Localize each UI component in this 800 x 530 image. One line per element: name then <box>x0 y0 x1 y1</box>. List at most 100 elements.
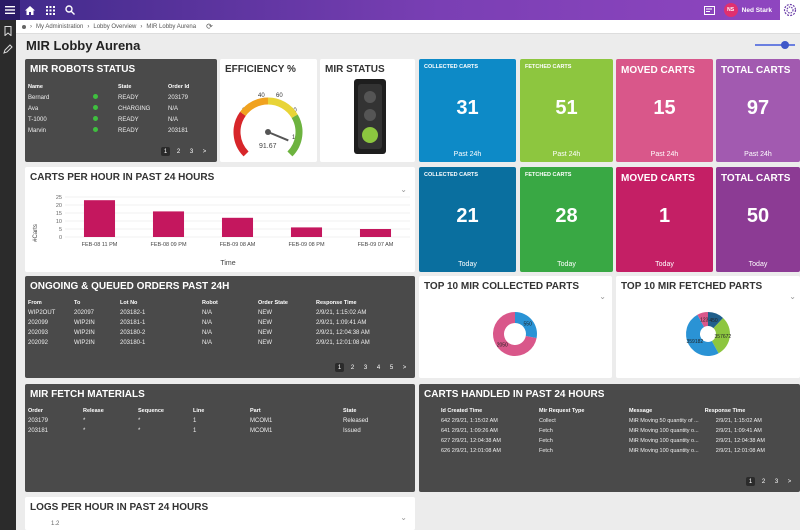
page-button[interactable]: 3 <box>363 364 368 371</box>
bookmark-icon[interactable] <box>4 26 12 38</box>
next-page-button[interactable]: > <box>202 148 207 155</box>
column-header[interactable]: Part <box>250 408 261 414</box>
breadcrumb-item[interactable]: My Administration <box>36 23 84 30</box>
search-icon[interactable] <box>60 0 80 20</box>
stat-tile[interactable]: FETCHED CARTS 51 Past 24h <box>520 59 613 162</box>
edit-icon[interactable] <box>3 44 13 56</box>
page-button[interactable]: 5 <box>389 364 394 371</box>
page-button[interactable]: 4 <box>376 364 381 371</box>
table-row[interactable]: Marvin READY 203181 <box>25 125 217 136</box>
zoom-slider[interactable] <box>755 40 795 50</box>
table-row[interactable]: Ava CHARGING N/A <box>25 103 217 114</box>
table-row[interactable]: Bernard READY 203179 <box>25 92 217 103</box>
stat-tile[interactable]: MOVED CARTS 1 Today <box>616 167 713 272</box>
home-icon[interactable] <box>20 0 40 20</box>
table-row[interactable]: 202093 WIP2IN 203180-2 N/A NEW 2/9/21, 12:04:… <box>25 328 415 338</box>
table-row[interactable]: WIP2OUT 202097 203182-1 N/A NEW 2/9/21, 1:15:… <box>25 308 415 318</box>
table-row[interactable]: 203181 * * 1 MCOM1 Issued <box>25 426 415 436</box>
donut-slice[interactable] <box>493 312 537 356</box>
stat-tile[interactable]: MOVED CARTS 15 Past 24h <box>616 59 713 162</box>
chevron-down-icon[interactable]: ⌄ <box>599 292 606 301</box>
page-button[interactable]: 3 <box>189 148 194 155</box>
column-header[interactable]: Robot <box>202 300 218 306</box>
column-header[interactable]: State <box>343 408 357 414</box>
donut-slice[interactable] <box>697 312 708 327</box>
table-row[interactable]: 203179 * * 1 MCOM1 Released <box>25 416 415 426</box>
donut-label: 357672 <box>715 334 732 340</box>
menu-icon[interactable] <box>0 0 20 20</box>
table-row[interactable]: 627 2/9/21, 12:04:38 AM Fetch MiR Moving 1… <box>419 436 800 446</box>
panel-title: TOP 10 MIR COLLECTED PARTS <box>424 281 580 292</box>
table-cell: 202099 <box>28 320 49 326</box>
column-header[interactable]: Release <box>83 408 104 414</box>
column-header[interactable]: State <box>118 84 132 90</box>
page-button[interactable]: 2 <box>350 364 355 371</box>
column-header[interactable]: Response Time <box>316 300 357 306</box>
column-header[interactable]: Lot No <box>120 300 138 306</box>
donut-slice[interactable] <box>711 317 730 354</box>
column-header[interactable]: Order Id <box>168 84 190 90</box>
donut-slice[interactable] <box>686 314 719 356</box>
collected-parts-panel: TOP 10 MIR COLLECTED PARTS ⌄ 550 2050 <box>419 276 612 378</box>
table-cell: Issued <box>343 428 361 434</box>
refresh-icon[interactable]: ⟳ <box>206 22 213 31</box>
chevron-down-icon[interactable]: ⌄ <box>400 513 407 522</box>
breadcrumb-item[interactable]: Lobby Overview <box>93 23 137 30</box>
stat-tile[interactable]: TOTAL CARTS 97 Past 24h <box>716 59 800 162</box>
stat-tile[interactable]: COLLECTED CARTS 31 Past 24h <box>419 59 516 162</box>
table-row[interactable]: T-1000 READY N/A <box>25 114 217 125</box>
column-header[interactable]: Response Time <box>704 408 746 414</box>
page-button[interactable]: 2 <box>176 148 181 155</box>
apps-grid-icon[interactable] <box>40 0 60 20</box>
bar[interactable] <box>359 229 392 237</box>
donut-slice[interactable] <box>708 312 724 329</box>
column-header[interactable]: Id Created Time <box>441 408 483 414</box>
bar[interactable] <box>83 200 116 237</box>
table-cell: MiR Moving 100 quantity o... <box>629 448 699 454</box>
tile-footer: Past 24h <box>650 151 679 158</box>
column-header[interactable]: Order <box>28 408 43 414</box>
panel-title: TOP 10 MIR FETCHED PARTS <box>621 281 763 292</box>
column-header[interactable]: From <box>28 300 42 306</box>
table-row[interactable]: 642 2/9/21, 1:15:02 AM Collect MiR Moving … <box>419 416 800 426</box>
donut-label: 550 <box>524 321 533 327</box>
column-header[interactable]: To <box>74 300 81 306</box>
bar[interactable] <box>152 211 185 237</box>
stat-tile[interactable]: TOTAL CARTS 50 Today <box>716 167 800 272</box>
stat-tile[interactable]: COLLECTED CARTS 21 Today <box>419 167 516 272</box>
bar[interactable] <box>221 217 254 237</box>
table-row[interactable]: 641 2/9/21, 1:09:26 AM Fetch MiR Moving 10… <box>419 426 800 436</box>
column-header[interactable]: Mir Request Type <box>539 408 585 414</box>
column-header[interactable]: Line <box>193 408 205 414</box>
page-button[interactable]: 1 <box>161 147 170 156</box>
table-cell: Fetch <box>539 448 553 454</box>
table-row[interactable]: 626 2/9/21, 12:01:08 AM Fetch MiR Moving 1… <box>419 446 800 456</box>
table-row[interactable]: 202092 WIP2IN 203180-1 N/A NEW 2/9/21, 12:01:… <box>25 338 415 348</box>
table-cell: READY <box>118 116 139 123</box>
table-cell: 202092 <box>28 340 49 346</box>
next-page-button[interactable]: > <box>787 478 792 485</box>
bar[interactable] <box>290 227 323 237</box>
column-header[interactable]: Sequence <box>138 408 164 414</box>
page-button[interactable]: 1 <box>335 363 344 372</box>
table-row[interactable]: 202099 WIP2IN 203181-1 N/A NEW 2/9/21, 1:09:4… <box>25 318 415 328</box>
user-name[interactable]: Ned Stark <box>741 6 772 14</box>
avatar[interactable]: NS <box>723 3 738 17</box>
next-page-button[interactable]: > <box>402 364 407 371</box>
collected-parts-donut: 550 2050 <box>493 312 537 356</box>
column-header[interactable]: Name <box>28 84 43 90</box>
home-dot-icon[interactable] <box>22 24 26 29</box>
chevron-down-icon[interactable]: ⌄ <box>400 185 407 194</box>
column-header[interactable]: Message <box>629 408 653 414</box>
column-header[interactable]: Order State <box>258 300 288 306</box>
stat-tile[interactable]: FETCHED CARTS 28 Today <box>520 167 613 272</box>
notifications-icon[interactable] <box>700 0 720 20</box>
tile-title: FETCHED CARTS <box>525 172 572 178</box>
page-button[interactable]: 3 <box>774 478 779 485</box>
donut-slice[interactable] <box>515 312 537 339</box>
page-button[interactable]: 2 <box>761 478 766 485</box>
status-dot-icon <box>93 94 98 99</box>
chevron-down-icon[interactable]: ⌄ <box>789 292 796 301</box>
page-button[interactable]: 1 <box>746 477 755 486</box>
tile-title: TOTAL CARTS <box>721 65 791 76</box>
